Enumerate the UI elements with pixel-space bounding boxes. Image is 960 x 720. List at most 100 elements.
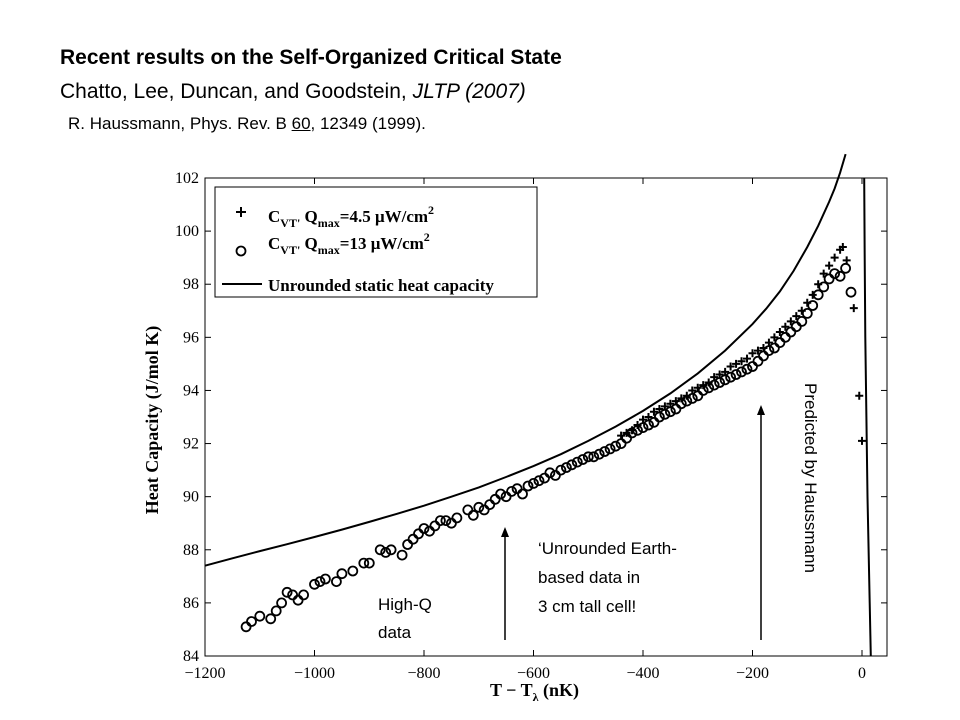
data-point-high-q (254, 610, 266, 622)
data-point-high-q (697, 384, 709, 396)
data-point-high-q (769, 342, 780, 354)
data-point-high-q (840, 262, 851, 274)
data-point-low-q (748, 349, 757, 358)
annotation-high-q-line2: data (378, 623, 412, 642)
y-tick-label: 98 (183, 276, 199, 293)
data-point-high-q (561, 462, 572, 473)
data-point-high-q (495, 488, 507, 500)
data-point-high-q (522, 480, 534, 492)
data-point-high-q (363, 557, 375, 569)
data-point-high-q (484, 499, 496, 511)
theory-curve (204, 153, 847, 567)
data-point-low-q (732, 359, 741, 368)
data-point-high-q (380, 547, 392, 558)
y-tick-label: 92 (183, 436, 199, 453)
data-point-high-q (615, 438, 627, 450)
x-tick-label: −800 (407, 665, 440, 682)
data-point-high-q (336, 568, 348, 580)
data-point-high-q (593, 448, 605, 460)
data-point-high-q (648, 416, 660, 428)
data-point-high-q (643, 419, 654, 431)
page-title: Recent results on the Self-Organized Cri… (60, 46, 562, 69)
tick-layer: −1200 −1000 −800 −600 −400 −200 0 84 86 88 90 92 94 9… (175, 170, 887, 682)
data-point-high-q (686, 392, 698, 404)
y-tick-label: 100 (175, 223, 199, 240)
data-point-high-q (407, 533, 419, 545)
data-point-low-q (737, 357, 746, 366)
data-point-high-q (807, 300, 819, 311)
data-point-high-q (467, 509, 479, 521)
data-point-low-q (838, 243, 847, 252)
data-point-high-q (714, 377, 725, 388)
data-point-high-q (434, 515, 446, 526)
data-point-high-q (309, 578, 320, 590)
data-point-high-q (599, 446, 611, 457)
data-point-low-q (649, 407, 658, 416)
citation-journal: JLTP (2007) (412, 80, 526, 103)
data-point-high-q (429, 520, 441, 532)
data-point-high-q (550, 469, 561, 481)
data-point-high-q (240, 621, 252, 633)
annotation-unrounded-line3: 3 cm tall cell! (538, 597, 636, 616)
x-tick-label: −600 (517, 665, 550, 682)
data-point-high-q (823, 273, 835, 285)
x-tick-label: −1200 (184, 665, 225, 682)
data-point-high-q (533, 475, 545, 487)
y-tick-label: 102 (175, 170, 199, 187)
y-tick-label: 90 (183, 489, 199, 506)
data-point-high-q (736, 366, 747, 378)
data-point-low-q (753, 346, 762, 355)
data-point-high-q (566, 459, 578, 471)
x-tick-label: −1000 (294, 665, 335, 682)
data-point-high-q (451, 512, 463, 524)
theory-curve (863, 177, 872, 657)
data-point-high-q (654, 411, 665, 423)
data-point-low-q (786, 317, 795, 326)
legend-marker-plus (236, 207, 246, 217)
annotation-high-q: High-Q data (378, 595, 432, 642)
y-tick-label: 96 (183, 329, 199, 346)
y-tick-label: 86 (183, 595, 199, 612)
data-point-low-q (855, 391, 864, 400)
data-point-high-q (330, 576, 342, 587)
data-point-high-q (445, 517, 457, 529)
data-point-high-q (424, 525, 435, 537)
data-point-high-q (708, 379, 720, 391)
y-tick-label: 94 (183, 382, 199, 399)
data-point-low-q (775, 328, 784, 337)
data-point-high-q (517, 488, 528, 500)
data-point-low-q (792, 312, 801, 321)
data-point-high-q (292, 594, 304, 606)
annotation-unrounded-line1: ‘Unrounded Earth- (538, 539, 677, 558)
data-point-high-q (413, 528, 424, 540)
data-point-high-q (812, 289, 824, 301)
data-point-high-q (626, 427, 638, 439)
data-point-high-q (440, 515, 452, 526)
data-point-low-q (770, 333, 779, 342)
data-point-high-q (632, 424, 643, 436)
x-axis-label: T − Tλ (nK) (490, 680, 579, 704)
data-point-high-q (703, 382, 715, 394)
data-point-high-q (774, 337, 786, 349)
data-point-high-q (298, 589, 310, 601)
data-point-high-q (719, 374, 731, 386)
data-point-high-q (418, 523, 430, 534)
data-point-high-q (610, 440, 621, 452)
data-point-high-q (270, 605, 282, 617)
y-tick-label: 88 (183, 542, 199, 559)
data-point-high-q (834, 270, 846, 282)
data-point-high-q (319, 573, 331, 585)
legend-label-unrounded: Unrounded static heat capacity (268, 276, 494, 295)
legend: CVT' Qmax=4.5 μW/cm2 CVT' Qmax=13 μW/cm2… (214, 186, 538, 298)
data-point-high-q (462, 504, 474, 516)
reference-post: , 12349 (1999). (310, 114, 426, 133)
data-point-high-q (246, 616, 257, 627)
data-point-high-q (780, 331, 791, 343)
data-point-high-q (571, 456, 583, 468)
data-point-high-q (681, 395, 693, 407)
data-point-high-q (725, 371, 736, 383)
data-point-low-q (781, 322, 790, 331)
data-point-high-q (670, 403, 682, 415)
legend-label-low-q: CVT' Qmax=4.5 μW/cm2 (268, 203, 434, 230)
